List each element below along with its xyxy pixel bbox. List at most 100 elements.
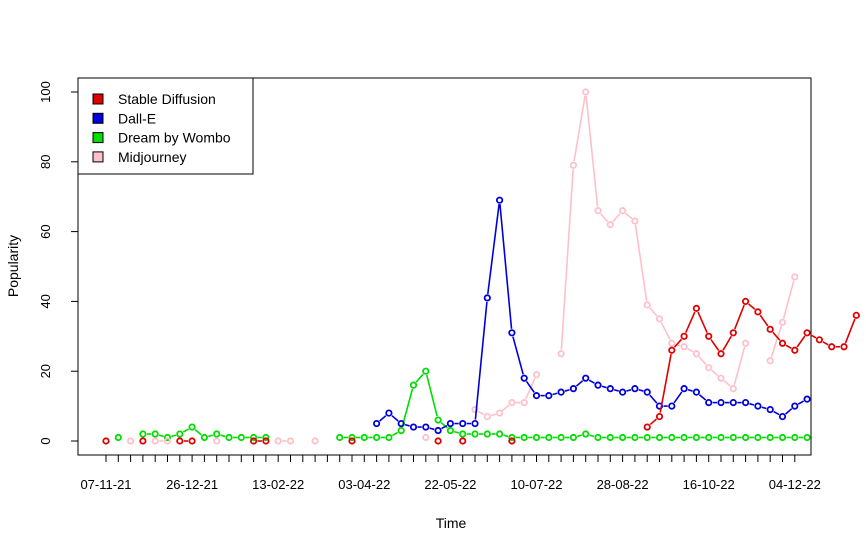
data-point bbox=[803, 329, 811, 337]
series-segment bbox=[560, 169, 574, 350]
data-point bbox=[508, 329, 516, 337]
data-point bbox=[778, 433, 787, 442]
series-segment bbox=[171, 434, 177, 438]
series-segment bbox=[749, 402, 755, 406]
series-segment bbox=[158, 434, 164, 438]
data-point bbox=[852, 311, 860, 319]
data-point bbox=[655, 412, 664, 421]
series-segment bbox=[797, 400, 805, 405]
series-segment bbox=[649, 418, 657, 426]
x-tick-label: 07-11-21 bbox=[80, 477, 131, 492]
data-point bbox=[741, 297, 750, 305]
data-point bbox=[582, 374, 590, 382]
data-point bbox=[471, 430, 479, 438]
series-segment bbox=[660, 322, 671, 341]
series-segment bbox=[474, 301, 488, 420]
data-point bbox=[778, 412, 787, 421]
data-point bbox=[778, 318, 787, 326]
legend-swatch bbox=[92, 112, 104, 124]
series-segment bbox=[649, 394, 658, 404]
data-point bbox=[668, 346, 676, 354]
series-segment bbox=[687, 348, 694, 353]
series-segment bbox=[379, 415, 387, 422]
x-tick-label: 28-08-22 bbox=[597, 477, 649, 492]
data-point bbox=[213, 430, 221, 438]
series-segment bbox=[687, 388, 693, 392]
series-segment bbox=[487, 204, 500, 295]
series-segment bbox=[525, 380, 535, 393]
data-point bbox=[495, 196, 504, 204]
series-segment bbox=[822, 341, 829, 346]
data-point bbox=[459, 430, 467, 438]
data-point bbox=[668, 339, 676, 347]
data-point bbox=[446, 419, 454, 428]
series-segment bbox=[785, 344, 792, 349]
data-point bbox=[705, 399, 713, 407]
series-segment bbox=[733, 346, 746, 385]
series-layer bbox=[102, 88, 860, 445]
data-point bbox=[188, 423, 196, 431]
data-point bbox=[741, 433, 750, 442]
data-point bbox=[668, 402, 676, 410]
x-tick-label: 26-12-21 bbox=[166, 477, 218, 492]
data-point bbox=[397, 426, 405, 435]
series-segment bbox=[612, 213, 621, 223]
data-point bbox=[237, 433, 245, 442]
data-point bbox=[569, 385, 578, 393]
data-point bbox=[705, 364, 713, 372]
series-segment bbox=[698, 394, 707, 401]
data-point bbox=[163, 437, 172, 445]
y-axis: 0 20 40 60 80 100 bbox=[38, 81, 79, 445]
legend-swatch bbox=[92, 132, 104, 144]
series-segment bbox=[600, 213, 609, 223]
legend: Stable Diffusion Dall-E Dream by Wombo Midj… bbox=[77, 77, 254, 175]
series-segment bbox=[588, 379, 595, 384]
data-point bbox=[385, 433, 393, 442]
data-point bbox=[766, 325, 774, 333]
data-point bbox=[495, 409, 504, 417]
series-segment bbox=[748, 303, 756, 310]
data-point bbox=[102, 437, 110, 445]
data-point bbox=[606, 385, 614, 393]
series-segment bbox=[634, 224, 648, 302]
data-point bbox=[508, 399, 516, 407]
series-segment bbox=[772, 331, 781, 341]
series-segment bbox=[512, 336, 524, 375]
series-dream-by-wombo bbox=[114, 367, 811, 442]
data-point bbox=[791, 346, 799, 354]
data-point bbox=[754, 308, 762, 316]
data-point bbox=[532, 371, 541, 379]
data-point bbox=[508, 433, 516, 442]
legend-label: Dall-E bbox=[118, 110, 156, 126]
series-segment bbox=[490, 413, 496, 417]
data-point bbox=[791, 402, 799, 410]
x-axis: 07-11-21 26-12-21 13-02-22 03-04-22 22-05-22… bbox=[80, 454, 821, 492]
data-point bbox=[434, 437, 442, 445]
data-point bbox=[200, 433, 208, 442]
series-segment bbox=[734, 304, 745, 330]
y-tick-label: 0 bbox=[38, 437, 53, 444]
data-point bbox=[139, 437, 147, 445]
data-point bbox=[520, 374, 528, 382]
series-segment bbox=[426, 374, 438, 417]
data-point bbox=[582, 430, 590, 438]
series-segment bbox=[796, 335, 806, 348]
data-point bbox=[631, 385, 639, 393]
series-segment bbox=[391, 431, 399, 437]
data-point bbox=[557, 433, 565, 442]
series-segment bbox=[575, 380, 584, 387]
series-segment bbox=[625, 212, 633, 220]
series-segment bbox=[844, 318, 856, 344]
data-point bbox=[766, 433, 774, 442]
series-segment bbox=[659, 354, 672, 413]
data-point bbox=[582, 88, 590, 96]
x-axis-title: Time bbox=[436, 515, 467, 531]
data-point bbox=[655, 433, 664, 442]
data-point bbox=[274, 437, 282, 445]
data-point bbox=[483, 294, 491, 302]
data-point bbox=[631, 217, 639, 225]
data-point bbox=[250, 437, 258, 445]
data-point bbox=[741, 339, 750, 347]
data-point bbox=[705, 332, 713, 340]
data-point bbox=[557, 388, 565, 396]
